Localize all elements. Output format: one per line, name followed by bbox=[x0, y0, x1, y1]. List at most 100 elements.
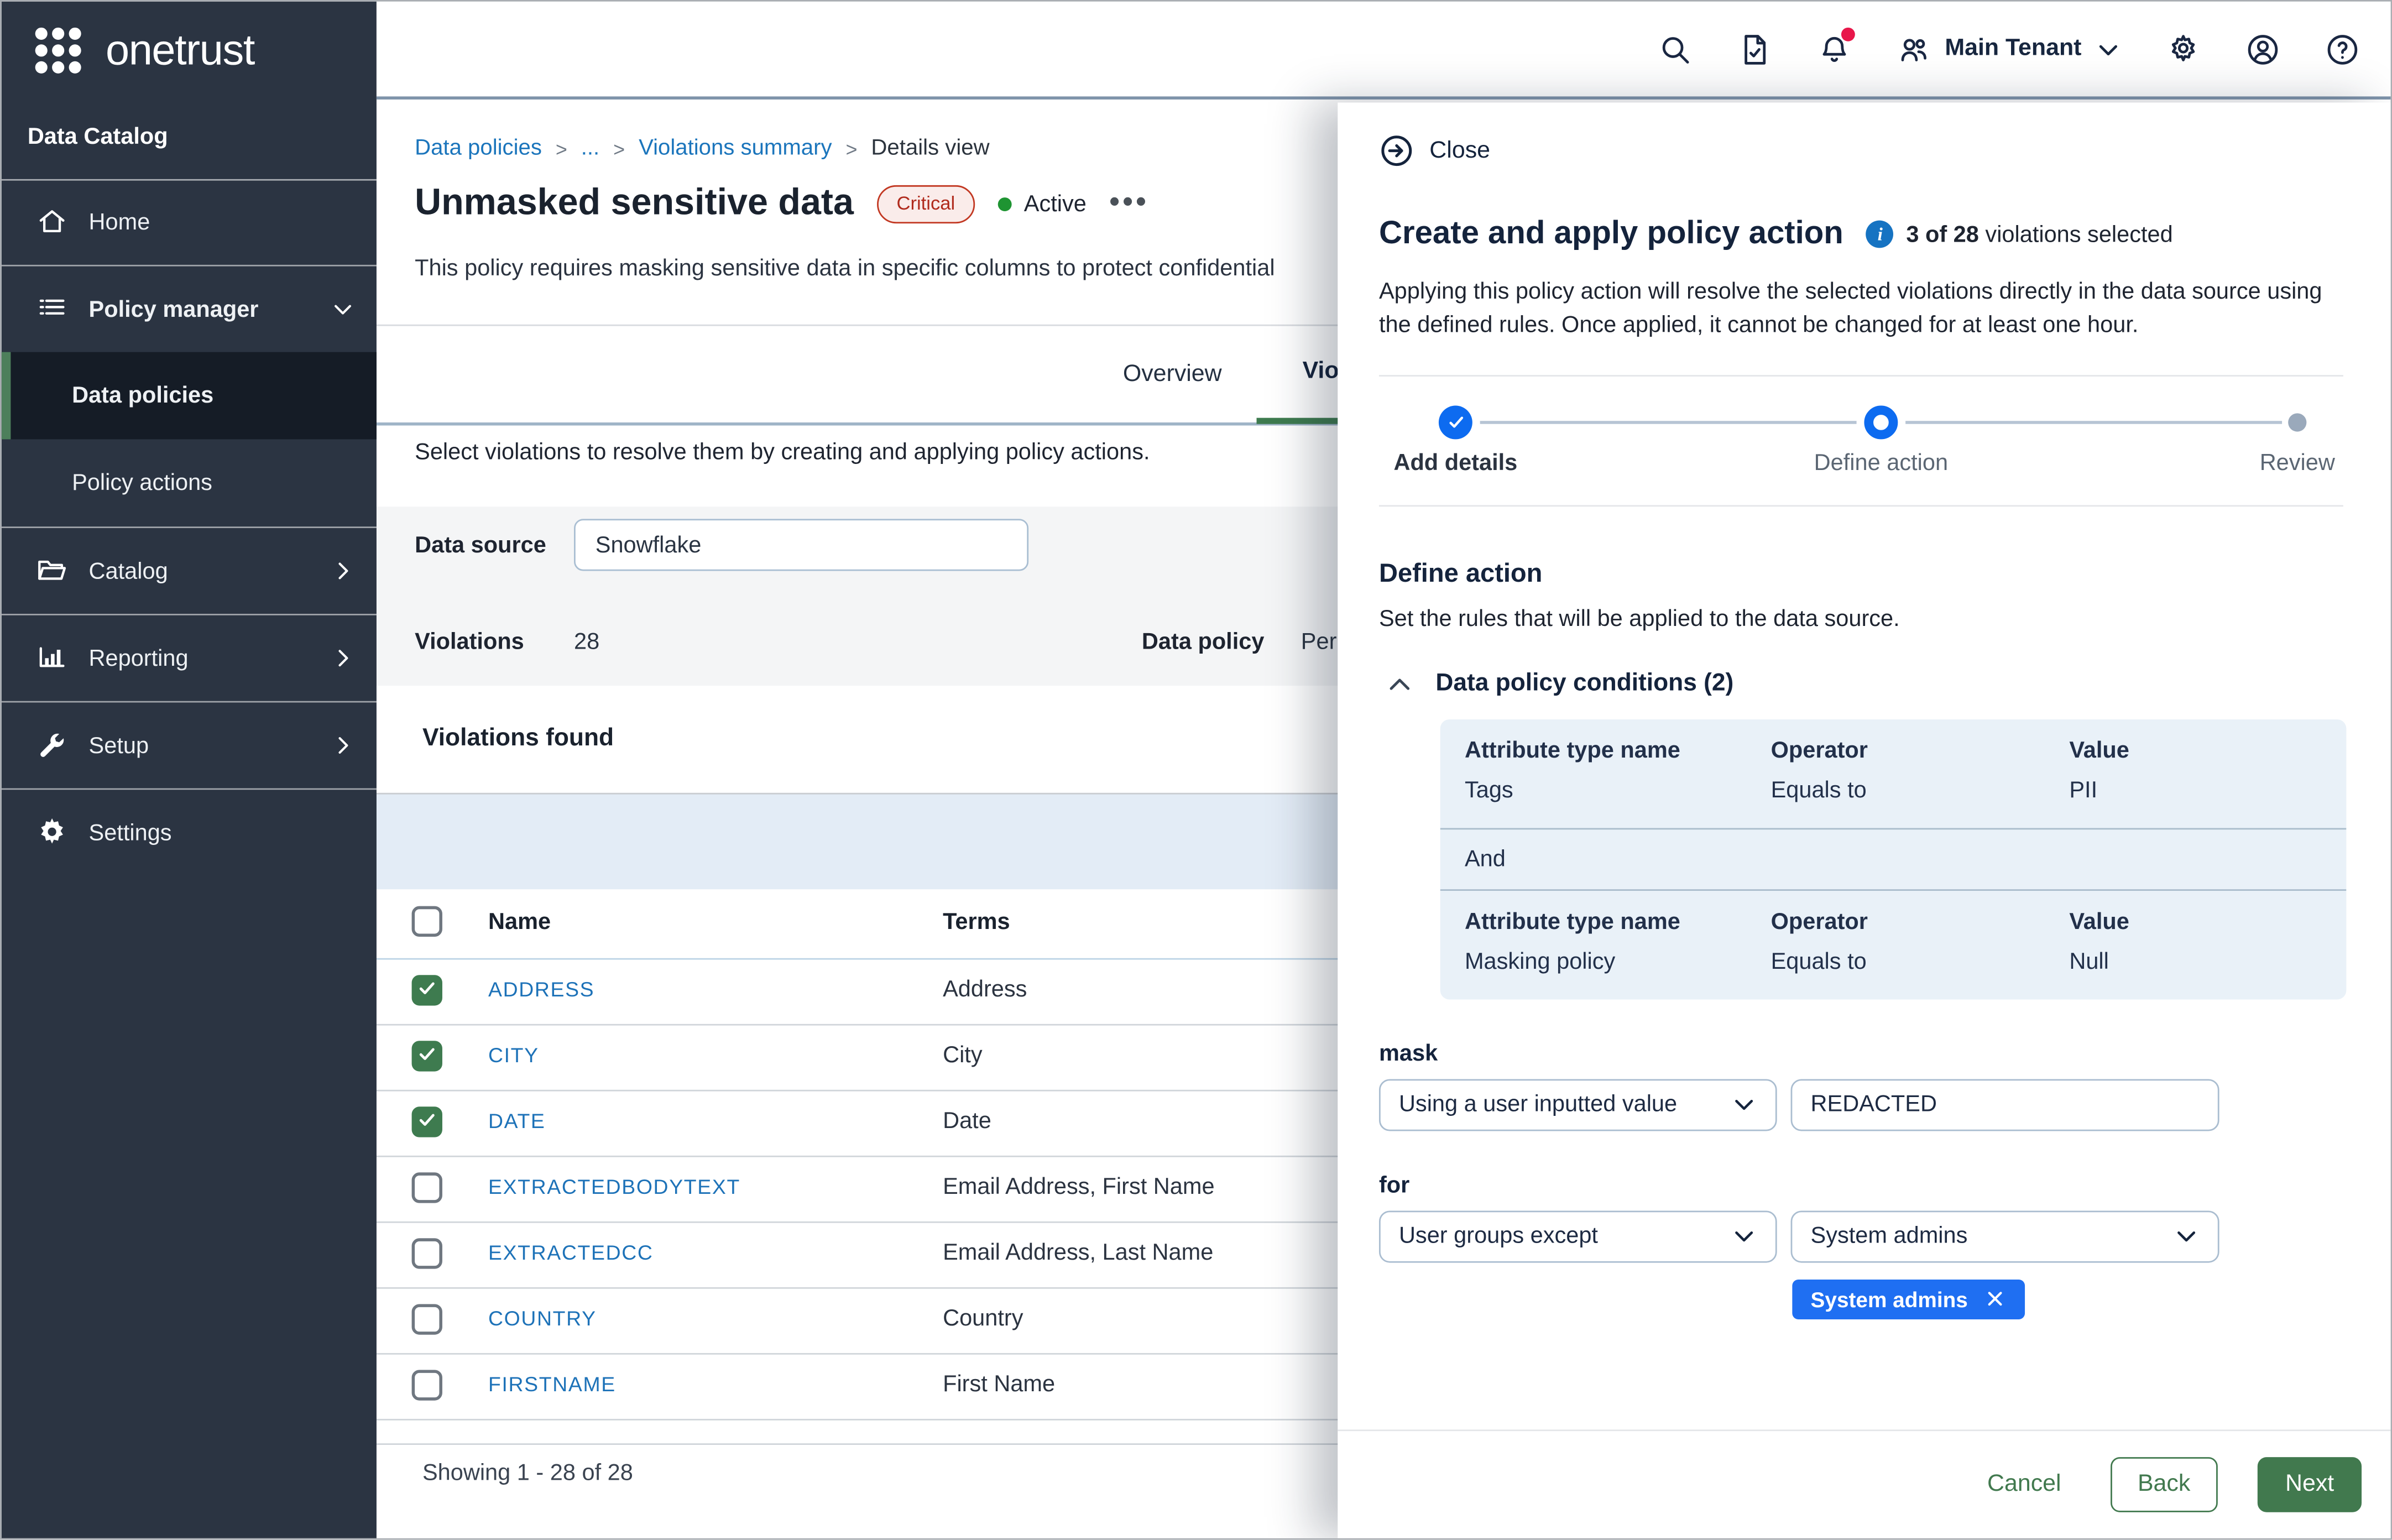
user-group-rule-dropdown[interactable]: User groups except bbox=[1379, 1210, 1777, 1262]
home-icon bbox=[35, 205, 69, 239]
search-icon[interactable] bbox=[1657, 32, 1693, 67]
violation-terms: Email Address, First Name bbox=[943, 1174, 1214, 1200]
conditions-toggle[interactable]: Data policy conditions (2) bbox=[1385, 670, 2343, 699]
active-dot-icon bbox=[998, 197, 1012, 211]
violation-name-link[interactable]: DATE bbox=[488, 1110, 546, 1133]
chevron-up-icon bbox=[1385, 670, 1414, 699]
violation-terms: Date bbox=[943, 1108, 991, 1134]
sidebar-header: onetrust Data Catalog bbox=[2, 2, 377, 181]
policy-description: This policy requires masking sensitive d… bbox=[415, 255, 1275, 281]
selected-group-chip[interactable]: System admins bbox=[1792, 1279, 2024, 1319]
violation-name-link[interactable]: EXTRACTEDCC bbox=[488, 1241, 654, 1265]
condition-attribute: Masking policy bbox=[1465, 948, 1771, 974]
mask-type-dropdown[interactable]: Using a user inputted value bbox=[1379, 1078, 1777, 1130]
violation-name-link[interactable]: EXTRACTEDBODYTEXT bbox=[488, 1176, 740, 1199]
violations-count-label: Violations bbox=[415, 629, 524, 655]
page-title: Unmasked sensitive data bbox=[415, 182, 854, 225]
bar-chart-icon bbox=[35, 641, 69, 675]
data-source-input[interactable]: Snowflake bbox=[574, 519, 1028, 571]
breadcrumb: Data policies > ... > Violations summary… bbox=[415, 136, 989, 160]
select-all-checkbox[interactable] bbox=[412, 906, 442, 937]
breadcrumb-link-ellipsis[interactable]: ... bbox=[581, 136, 599, 160]
row-checkbox[interactable] bbox=[412, 1370, 442, 1400]
product-name: Data Catalog bbox=[28, 124, 168, 150]
drawer-footer: Cancel Back Next bbox=[1338, 1429, 2390, 1538]
notifications-bell-icon[interactable] bbox=[1816, 32, 1852, 67]
more-actions-icon[interactable]: ••• bbox=[1109, 196, 1149, 211]
row-checkbox[interactable] bbox=[412, 1041, 442, 1071]
violation-terms: Country bbox=[943, 1306, 1023, 1332]
tenant-switcher[interactable]: Main Tenant bbox=[1896, 32, 2122, 67]
cancel-button[interactable]: Cancel bbox=[1978, 1469, 2070, 1500]
chevron-down-icon bbox=[2095, 36, 2121, 62]
top-bar: Main Tenant bbox=[377, 2, 2391, 100]
violations-found-heading: Violations found bbox=[422, 725, 614, 753]
for-label: for bbox=[1379, 1172, 2343, 1198]
row-checkbox[interactable] bbox=[412, 1304, 442, 1334]
condition-value: Null bbox=[2069, 948, 2322, 974]
sidebar-item-reporting[interactable]: Reporting bbox=[2, 615, 377, 703]
chevron-down-icon bbox=[1731, 1223, 1757, 1249]
violations-count-value: 28 bbox=[574, 629, 599, 655]
violation-name-link[interactable]: FIRSTNAME bbox=[488, 1373, 616, 1396]
row-checkbox[interactable] bbox=[412, 1172, 442, 1203]
arrow-right-circle-icon bbox=[1379, 133, 1414, 169]
onetrust-logo-text: onetrust bbox=[106, 26, 254, 75]
violation-terms: City bbox=[943, 1042, 983, 1068]
breadcrumb-link-data-policies[interactable]: Data policies bbox=[415, 136, 542, 160]
next-button[interactable]: Next bbox=[2258, 1457, 2362, 1512]
info-icon: i bbox=[1866, 221, 1894, 248]
wrench-icon bbox=[35, 729, 69, 763]
pagination-summary: Showing 1 - 28 of 28 bbox=[422, 1460, 633, 1486]
chevron-down-icon bbox=[2174, 1223, 2200, 1249]
row-checkbox[interactable] bbox=[412, 1238, 442, 1268]
condition-joiner: And bbox=[1440, 827, 2347, 890]
document-check-icon[interactable] bbox=[1737, 32, 1772, 67]
chevron-right-icon bbox=[331, 733, 355, 758]
gear-icon bbox=[35, 816, 69, 849]
user-group-select-dropdown[interactable]: System admins bbox=[1791, 1210, 2219, 1262]
define-action-subtext: Set the rules that will be applied to th… bbox=[1379, 605, 2343, 631]
condition-operator: Equals to bbox=[1771, 948, 2070, 974]
step-current-icon bbox=[1864, 405, 1898, 438]
users-icon bbox=[1896, 32, 1931, 67]
sidebar-nav: Home Policy manager Data policies Policy… bbox=[2, 179, 377, 875]
row-checkbox[interactable] bbox=[412, 975, 442, 1005]
violation-name-link[interactable]: COUNTRY bbox=[488, 1307, 597, 1330]
sidebar: onetrust Data Catalog Home Policy manage… bbox=[2, 2, 377, 1538]
sidebar-item-policy-manager[interactable]: Policy manager bbox=[2, 267, 377, 352]
data-policy-value: Per bbox=[1301, 629, 1337, 655]
violation-name-link[interactable]: CITY bbox=[488, 1044, 539, 1067]
data-source-label: Data source bbox=[415, 533, 546, 558]
list-icon bbox=[35, 293, 69, 326]
sidebar-item-data-policies[interactable]: Data policies bbox=[2, 352, 377, 440]
chevron-right-icon bbox=[331, 558, 355, 583]
violation-name-link[interactable]: ADDRESS bbox=[488, 978, 594, 1001]
wizard-stepper: Add details Define action Review bbox=[1379, 374, 2343, 506]
mask-value-input[interactable]: REDACTED bbox=[1791, 1078, 2219, 1130]
sidebar-item-setup[interactable]: Setup bbox=[2, 703, 377, 790]
sidebar-item-home[interactable]: Home bbox=[2, 179, 377, 267]
sidebar-item-settings[interactable]: Settings bbox=[2, 790, 377, 875]
sidebar-item-policy-actions[interactable]: Policy actions bbox=[2, 439, 377, 528]
help-icon[interactable] bbox=[2325, 32, 2360, 67]
tenant-label: Main Tenant bbox=[1945, 35, 2081, 63]
name-column-header: Name bbox=[488, 909, 551, 935]
account-icon[interactable] bbox=[2245, 32, 2281, 67]
sidebar-item-catalog[interactable]: Catalog bbox=[2, 528, 377, 615]
notification-dot bbox=[1841, 27, 1855, 40]
selection-info: i 3 of 28 violations selected bbox=[1866, 221, 2172, 248]
settings-gear-icon[interactable] bbox=[2166, 32, 2201, 67]
folder-icon bbox=[35, 554, 69, 588]
back-button[interactable]: Back bbox=[2110, 1457, 2218, 1512]
breadcrumb-link-violations-summary[interactable]: Violations summary bbox=[639, 136, 832, 160]
remove-chip-icon[interactable] bbox=[1983, 1287, 2007, 1311]
breadcrumb-current: Details view bbox=[871, 136, 989, 160]
policy-action-drawer: Close Create and apply policy action i 3… bbox=[1338, 102, 2390, 1538]
tab-overview[interactable]: Overview bbox=[1088, 326, 1256, 424]
drawer-description: Applying this policy action will resolve… bbox=[1379, 275, 2343, 342]
status-label: Active bbox=[1024, 191, 1087, 217]
close-button[interactable]: Close bbox=[1379, 133, 1517, 169]
row-checkbox[interactable] bbox=[412, 1106, 442, 1137]
step-label-add-details: Add details bbox=[1393, 449, 1517, 475]
